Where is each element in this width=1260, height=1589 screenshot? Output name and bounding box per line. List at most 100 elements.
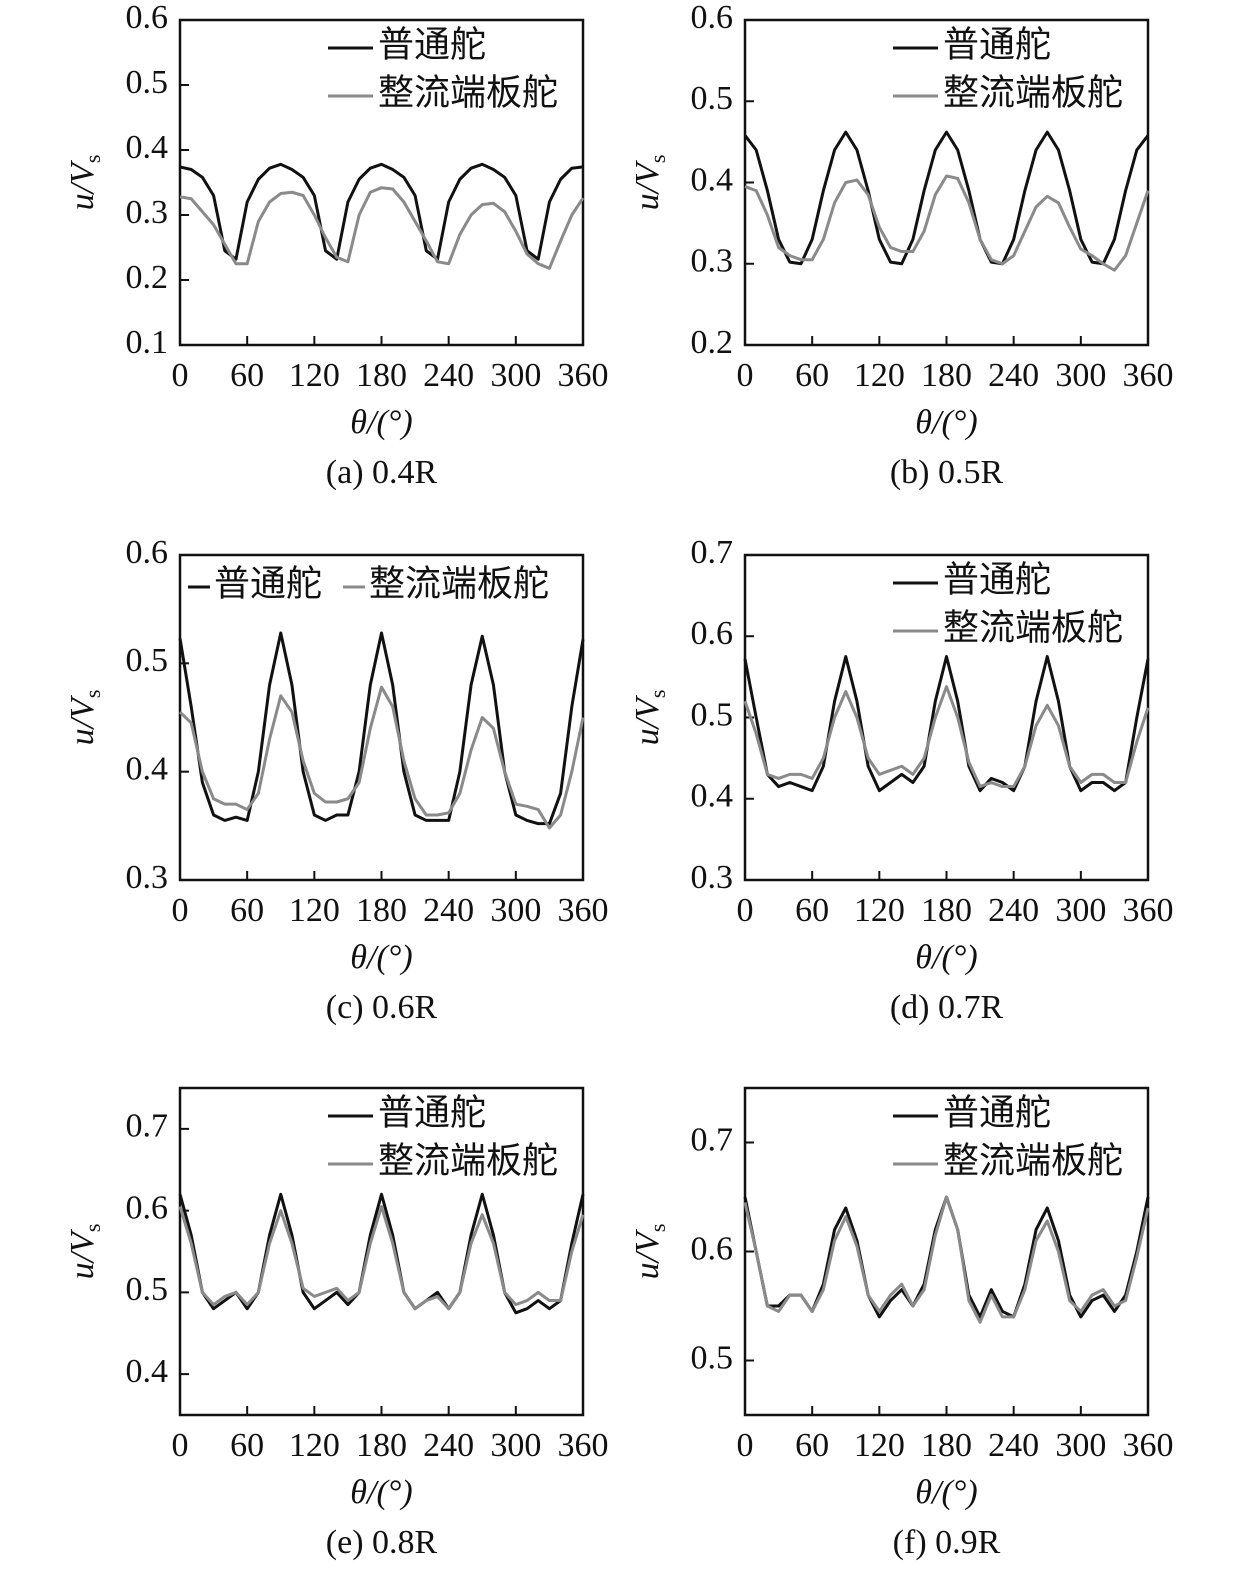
panel: 0.3 0.4 0.5 0.6 0 60 120 180 240 300 360 θ/(°) (c) 0… (64, 534, 609, 1026)
data-line (743, 655, 1150, 793)
panel: 0.3 0.4 0.5 0.6 0.7 0 60 120 180 240 300 360 θ/(°) (d… (629, 534, 1174, 1026)
x-axis-label: θ/(°) (915, 939, 977, 976)
y-axis-label-sub: s (645, 690, 670, 699)
y-tick-label: 0.4 (126, 750, 169, 787)
plot-frame (178, 18, 585, 347)
x-axis-label: θ/(°) (915, 404, 977, 441)
data-line (743, 130, 1150, 266)
plot-frame (743, 553, 1150, 882)
y-tick-label: 0.4 (126, 1353, 169, 1390)
x-axis-label: θ/(°) (350, 939, 412, 976)
y-tick-label: 0.6 (691, 615, 734, 652)
plot-frame (178, 553, 585, 882)
y-axis-label: u/Vs (629, 1224, 670, 1280)
y-tick-label: 0.6 (126, 0, 169, 36)
x-tick-label: 240 (988, 892, 1039, 929)
data-line (179, 162, 584, 261)
y-tick-label: 0.3 (691, 859, 734, 896)
legend-label: 普通舵 (378, 1092, 486, 1132)
data-line (178, 1192, 585, 1315)
y-axis-label-main: u/V (629, 159, 666, 210)
y-tick-label: 0.2 (126, 259, 169, 296)
x-tick-label: 300 (490, 357, 541, 394)
legend-label: 整流端板舵 (378, 72, 558, 112)
data-line (743, 1195, 1150, 1324)
panel: 0.2 0.3 0.4 0.5 0.6 0 60 120 180 240 300 360 θ/(°) (b… (629, 0, 1174, 491)
x-tick-label: 60 (795, 357, 829, 394)
caption: (d) 0.7R (890, 989, 1004, 1026)
y-tick-label: 0.4 (126, 129, 169, 166)
x-tick-label: 0 (172, 357, 189, 394)
x-tick-label: 60 (230, 1427, 264, 1464)
x-tick-label: 300 (1055, 892, 1106, 929)
plot-frame (743, 1086, 1150, 1417)
y-tick-label: 0.5 (691, 80, 734, 117)
y-axis-label: u/Vs (64, 1224, 105, 1280)
x-tick-label: 0 (172, 892, 189, 929)
y-axis-label-main: u/V (64, 159, 101, 210)
data-line (744, 174, 1150, 272)
data-line (178, 631, 585, 826)
y-axis-label-main: u/V (629, 694, 666, 745)
y-tick-label: 0.7 (691, 534, 734, 571)
x-tick-label: 120 (289, 892, 340, 929)
y-axis-label-main: u/V (64, 1228, 101, 1279)
y-tick-label: 0.7 (126, 1108, 169, 1145)
y-tick-label: 0.6 (691, 1230, 734, 1267)
legend-label: 整流端板舵 (369, 563, 549, 603)
caption: (e) 0.8R (326, 1524, 438, 1561)
x-tick-label: 240 (423, 1427, 474, 1464)
x-tick-label: 360 (1123, 357, 1174, 394)
x-tick-label: 360 (558, 892, 609, 929)
x-axis-label: θ/(°) (350, 1474, 412, 1511)
x-tick-label: 120 (289, 357, 340, 394)
x-tick-label: 180 (356, 1427, 407, 1464)
y-tick-label: 0.3 (126, 859, 169, 896)
x-tick-label: 120 (854, 1427, 905, 1464)
y-tick-label: 0.3 (691, 243, 734, 280)
data-line (179, 186, 585, 270)
x-tick-label: 0 (737, 1427, 754, 1464)
y-axis-label: u/Vs (629, 690, 670, 746)
x-axis-label: θ/(°) (915, 1474, 977, 1511)
x-tick-label: 360 (558, 357, 609, 394)
y-tick-label: 0.2 (691, 324, 734, 361)
y-tick-label: 0.7 (691, 1121, 734, 1158)
caption: (a) 0.4R (326, 454, 438, 491)
y-tick-label: 0.5 (126, 64, 169, 101)
legend-label: 整流端板舵 (943, 72, 1123, 112)
x-tick-label: 120 (854, 892, 905, 929)
x-tick-label: 180 (356, 892, 407, 929)
x-tick-label: 240 (423, 357, 474, 394)
data-line (178, 1205, 585, 1311)
x-tick-label: 360 (1123, 1427, 1174, 1464)
x-tick-label: 240 (423, 892, 474, 929)
x-tick-label: 0 (737, 357, 754, 394)
x-tick-label: 60 (230, 357, 264, 394)
legend-label: 整流端板舵 (943, 1140, 1123, 1180)
x-tick-label: 120 (289, 1427, 340, 1464)
x-axis-label: θ/(°) (350, 404, 412, 441)
y-tick-label: 0.1 (126, 324, 169, 361)
data-line (178, 685, 585, 830)
data-line (743, 1195, 1150, 1319)
legend-label: 普通舵 (943, 559, 1051, 599)
caption: (b) 0.5R (890, 454, 1004, 491)
x-tick-label: 300 (1055, 357, 1106, 394)
y-tick-label: 0.5 (691, 696, 734, 733)
x-tick-label: 240 (988, 1427, 1039, 1464)
x-tick-label: 60 (230, 892, 264, 929)
y-tick-label: 0.5 (691, 1339, 734, 1376)
legend-label: 普通舵 (378, 24, 486, 64)
x-tick-label: 180 (356, 357, 407, 394)
panel: 0.4 0.5 0.6 0.7 0 60 120 180 240 300 360 θ/(°) (e) 0… (64, 1086, 609, 1561)
panel: 0.5 0.6 0.7 0 60 120 180 240 300 360 θ/(°) (f) 0.9R… (629, 1086, 1174, 1561)
y-tick-label: 0.6 (691, 0, 734, 36)
x-tick-label: 180 (921, 1427, 972, 1464)
x-tick-label: 300 (490, 892, 541, 929)
plot-frame (178, 1086, 585, 1417)
x-tick-label: 360 (1123, 892, 1174, 929)
y-tick-label: 0.4 (691, 161, 734, 198)
y-axis-label-sub: s (80, 155, 105, 164)
